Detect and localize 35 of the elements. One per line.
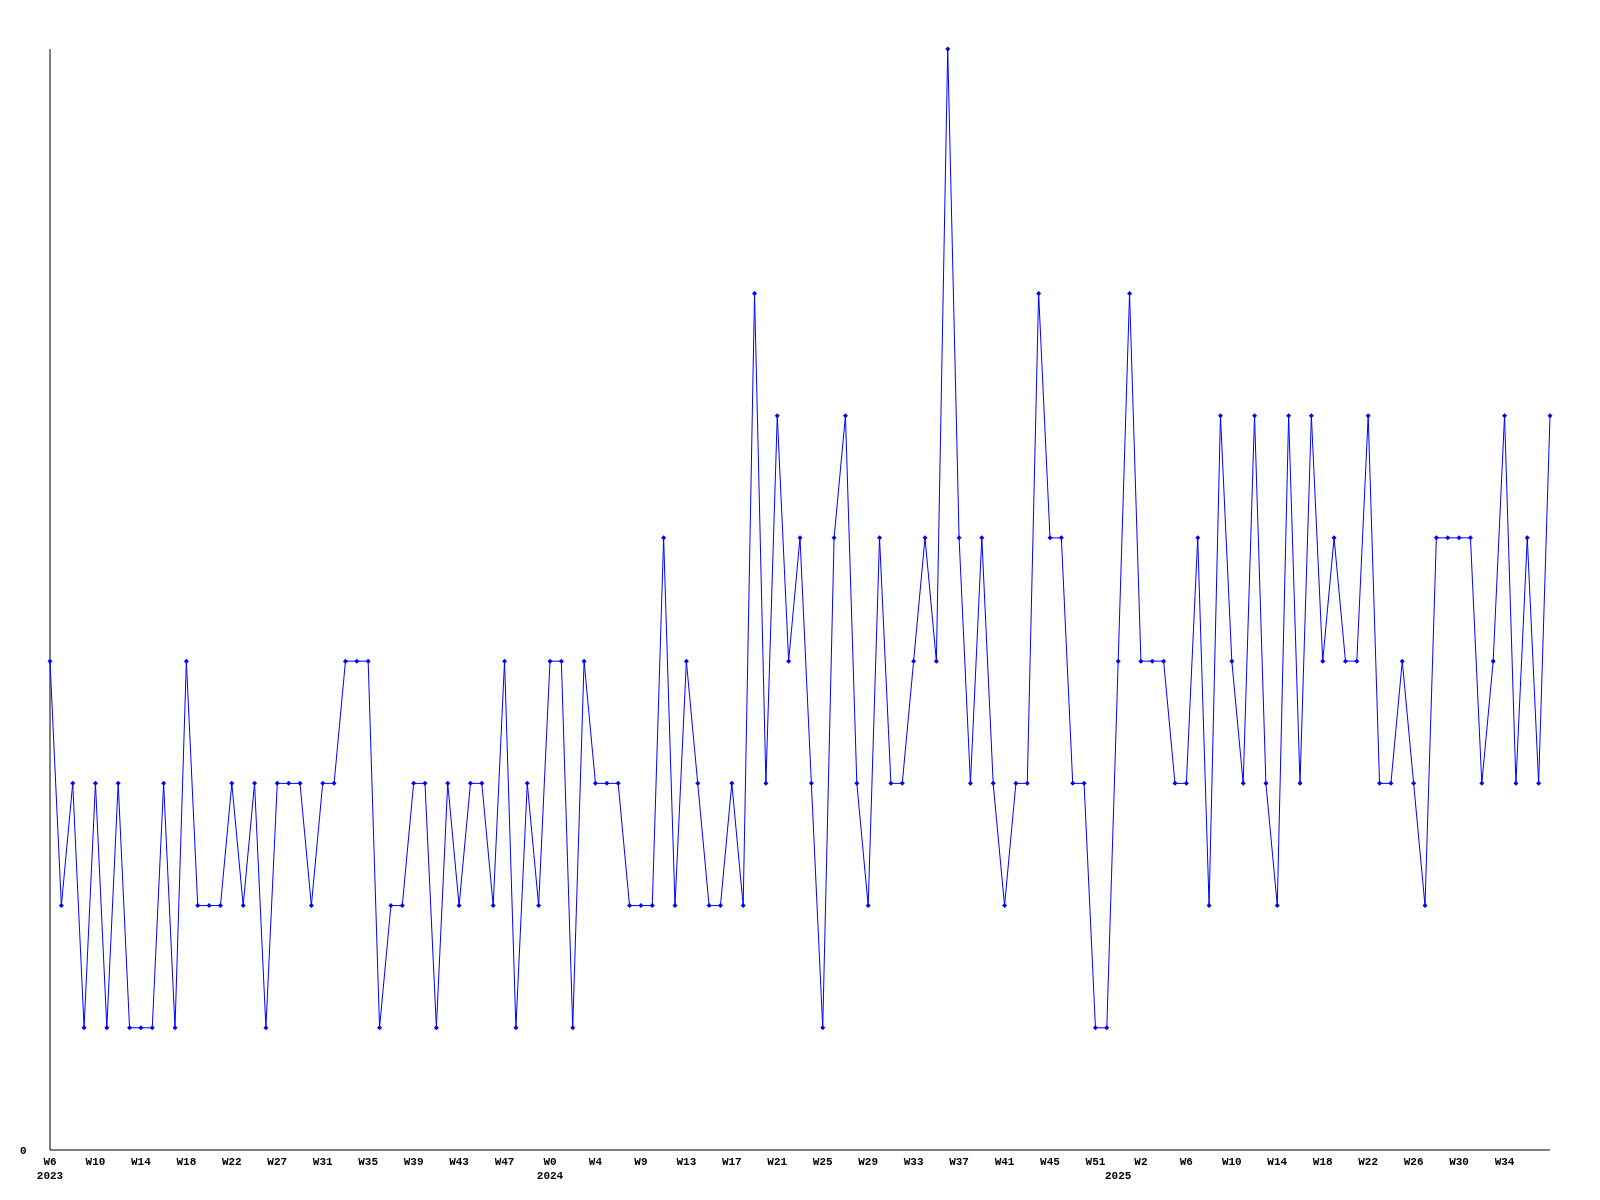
x-tick-label: W33 bbox=[903, 1156, 924, 1168]
x-tick-label: W4 bbox=[588, 1156, 603, 1168]
x-tick-label: W10 bbox=[85, 1156, 106, 1168]
x-tick-label: W41 bbox=[994, 1156, 1015, 1168]
x-tick-label: W47 bbox=[494, 1156, 515, 1168]
x-tick-label: W43 bbox=[449, 1156, 470, 1168]
x-tick-label: W13 bbox=[676, 1156, 697, 1168]
x-tick-label: W9 bbox=[634, 1156, 648, 1168]
x-tick-label: W34 bbox=[1494, 1156, 1515, 1168]
x-tick-label: W17 bbox=[721, 1156, 742, 1168]
x-tick-label: W30 bbox=[1449, 1156, 1469, 1168]
x-tick-label: W25 bbox=[812, 1156, 834, 1168]
x-tick-label: W18 bbox=[176, 1156, 197, 1168]
x-tick-label: W35 bbox=[358, 1156, 379, 1168]
x-tick-label: W27 bbox=[267, 1156, 288, 1168]
x-tick-label: 2025 bbox=[1104, 1170, 1132, 1182]
x-tick-label: W37 bbox=[949, 1156, 969, 1168]
x-tick-label: W51 bbox=[1085, 1156, 1106, 1168]
x-tick-label: W14 bbox=[1267, 1156, 1288, 1168]
x-tick-label: W6 bbox=[1179, 1156, 1193, 1168]
x-tick-label: W26 bbox=[1403, 1156, 1424, 1168]
x-tick-label: W10 bbox=[1221, 1156, 1242, 1168]
x-tick-label: W22 bbox=[221, 1156, 242, 1168]
x-tick-label: W22 bbox=[1358, 1156, 1379, 1168]
x-tick-label: W6 2023 bbox=[36, 1156, 64, 1182]
x-tick-label: W39 bbox=[403, 1156, 424, 1168]
x-tick-label: W18 bbox=[1312, 1156, 1334, 1168]
x-tick-label: W0 2024 bbox=[536, 1156, 564, 1182]
text: 0 bbox=[20, 1145, 27, 1157]
x-tick-label: W29 bbox=[858, 1156, 879, 1168]
x-tick-label: W21 bbox=[767, 1156, 788, 1168]
x-tick-label: W31 bbox=[312, 1156, 334, 1168]
x-tick-label: W2 bbox=[1134, 1156, 1148, 1168]
x-tick-label: W45 bbox=[1040, 1156, 1061, 1168]
x-tick-label: W14 bbox=[131, 1156, 152, 1168]
